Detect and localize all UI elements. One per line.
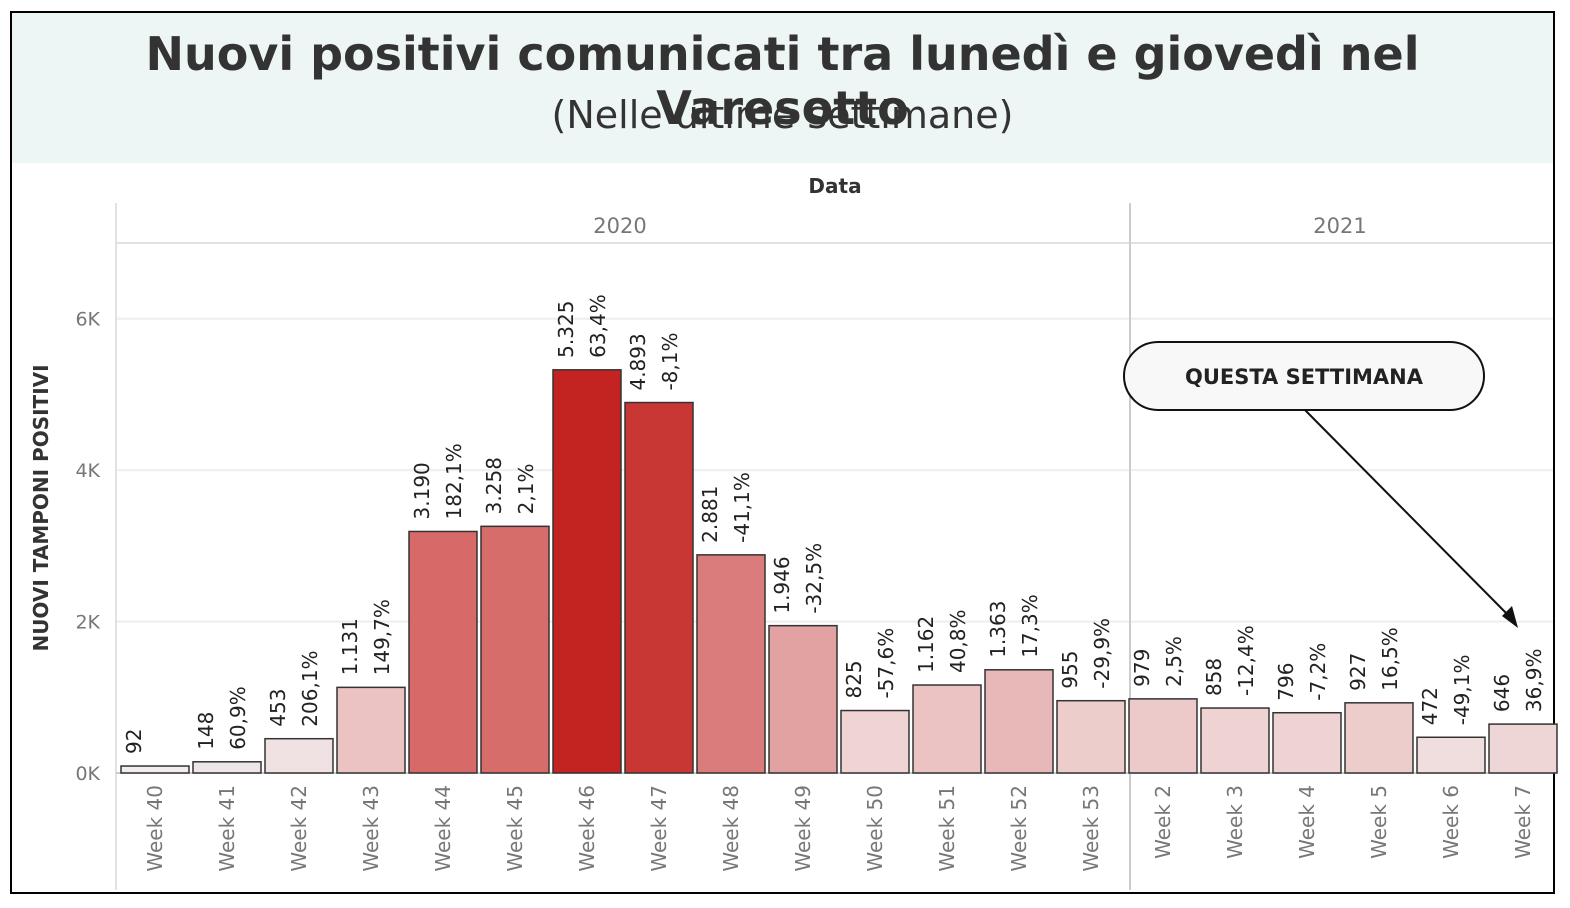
x-tick-label: Week 49 <box>791 785 815 872</box>
bar-change-label: -29,9% <box>1090 618 1114 689</box>
year-label: 2021 <box>1313 214 1366 238</box>
bar-change-label: -49,1% <box>1450 654 1474 725</box>
bar <box>192 761 262 774</box>
bar <box>912 684 982 774</box>
x-tick-label: Week 40 <box>143 785 167 872</box>
bar-value-label: 955 <box>1058 651 1082 689</box>
x-tick-label: Week 5 <box>1367 785 1391 859</box>
bar-value-label: 1.946 <box>770 556 794 613</box>
bar <box>1488 723 1558 774</box>
x-tick-label: Week 50 <box>863 785 887 872</box>
bar-value-label: 1.162 <box>914 616 938 673</box>
bar <box>1344 702 1414 774</box>
bar-value-label: 1.363 <box>986 601 1010 658</box>
bar-value-label: 3.190 <box>410 462 434 519</box>
bar <box>984 669 1054 774</box>
bar <box>408 530 478 774</box>
bar <box>264 737 334 774</box>
year-label: 2020 <box>593 214 646 238</box>
bar-value-label: 5.325 <box>554 301 578 358</box>
bar-change-label: 40,8% <box>946 609 970 673</box>
bar-value-label: 4.893 <box>626 333 650 390</box>
bar-value-label: 1.131 <box>338 618 362 675</box>
bar-change-label: 182,1% <box>442 443 466 519</box>
bar-change-label: -57,6% <box>874 628 898 699</box>
bar-value-label: 825 <box>842 660 866 698</box>
x-tick-label: Week 3 <box>1223 785 1247 859</box>
x-tick-label: Week 43 <box>359 785 383 872</box>
bar-value-label: 796 <box>1274 663 1298 701</box>
bar-value-label: 92 <box>122 729 146 754</box>
chart-subtitle: (Nelle ultime settimane) <box>551 93 1014 137</box>
x-tick-label: Week 52 <box>1007 785 1031 872</box>
bar-value-label: 453 <box>266 689 290 727</box>
annotation-box <box>1123 341 1485 411</box>
annotation-text: QUESTA SETTIMANA <box>1185 365 1424 389</box>
x-tick-label: Week 7 <box>1511 785 1535 859</box>
bar <box>768 624 838 774</box>
bar <box>696 554 766 774</box>
bar-value-label: 646 <box>1490 674 1514 712</box>
x-tick-label: Week 47 <box>647 785 671 872</box>
x-tick-label: Week 44 <box>431 785 455 872</box>
bar <box>120 765 190 774</box>
x-tick-label: Week 6 <box>1439 785 1463 859</box>
bar-change-label: 2,1% <box>514 464 538 515</box>
annotation-arrowhead <box>1502 606 1518 628</box>
bar-change-label: -8,1% <box>658 332 682 390</box>
bar <box>1056 699 1126 774</box>
bar-change-label: -12,4% <box>1234 625 1258 696</box>
bar-change-label: 206,1% <box>298 650 322 726</box>
bar <box>336 686 406 774</box>
chart-title: Nuovi positivi comunicati tra lunedì e g… <box>145 27 1420 135</box>
bar-change-label: -32,5% <box>802 543 826 614</box>
bar <box>1128 698 1198 774</box>
bar-value-label: 148 <box>194 712 218 750</box>
bar <box>480 525 550 774</box>
bar <box>1416 736 1486 774</box>
bar-change-label: 16,5% <box>1378 627 1402 691</box>
y-tick-label: 2K <box>75 612 100 634</box>
bar <box>1272 711 1342 774</box>
x-tick-label: Week 4 <box>1295 785 1319 859</box>
x-tick-label: Week 46 <box>575 785 599 872</box>
x-tick-label: Week 41 <box>215 785 239 872</box>
bar-change-label: 60,9% <box>226 686 250 750</box>
x-tick-label: Week 48 <box>719 785 743 872</box>
y-tick-label: 4K <box>75 460 100 482</box>
x-tick-label: Week 51 <box>935 785 959 872</box>
bar <box>1200 707 1270 774</box>
bar-change-label: 2,5% <box>1162 636 1186 687</box>
chart-header: Nuovi positivi comunicati tra lunedì e g… <box>12 13 1553 163</box>
bar-value-label: 2.881 <box>698 486 722 543</box>
bar-change-label: 36,9% <box>1522 649 1546 713</box>
bar <box>552 369 622 774</box>
bar <box>840 709 910 774</box>
bar-change-label: 149,7% <box>370 599 394 675</box>
x-tick-label: Week 42 <box>287 785 311 872</box>
y-tick-label: 6K <box>75 309 100 331</box>
x-axis-title: Data <box>808 174 861 198</box>
annotation-arrow-line <box>1304 409 1512 619</box>
bar-value-label: 979 <box>1130 649 1154 687</box>
x-tick-label: Week 45 <box>503 785 527 872</box>
bar-change-label: -7,2% <box>1306 643 1330 701</box>
x-tick-label: Week 53 <box>1079 785 1103 872</box>
bar <box>624 401 694 774</box>
bar-change-label: 17,3% <box>1018 594 1042 658</box>
bar-value-label: 472 <box>1418 687 1442 725</box>
bar-change-label: 63,4% <box>586 294 610 358</box>
x-tick-label: Week 2 <box>1151 785 1175 859</box>
bar-change-label: -41,1% <box>730 472 754 543</box>
bar-value-label: 858 <box>1202 658 1226 696</box>
bar-value-label: 927 <box>1346 653 1370 691</box>
y-axis-title: NUOVI TAMPONI POSITIVI <box>29 364 53 651</box>
bar-value-label: 3.258 <box>482 457 506 514</box>
y-tick-label: 0K <box>75 763 100 785</box>
